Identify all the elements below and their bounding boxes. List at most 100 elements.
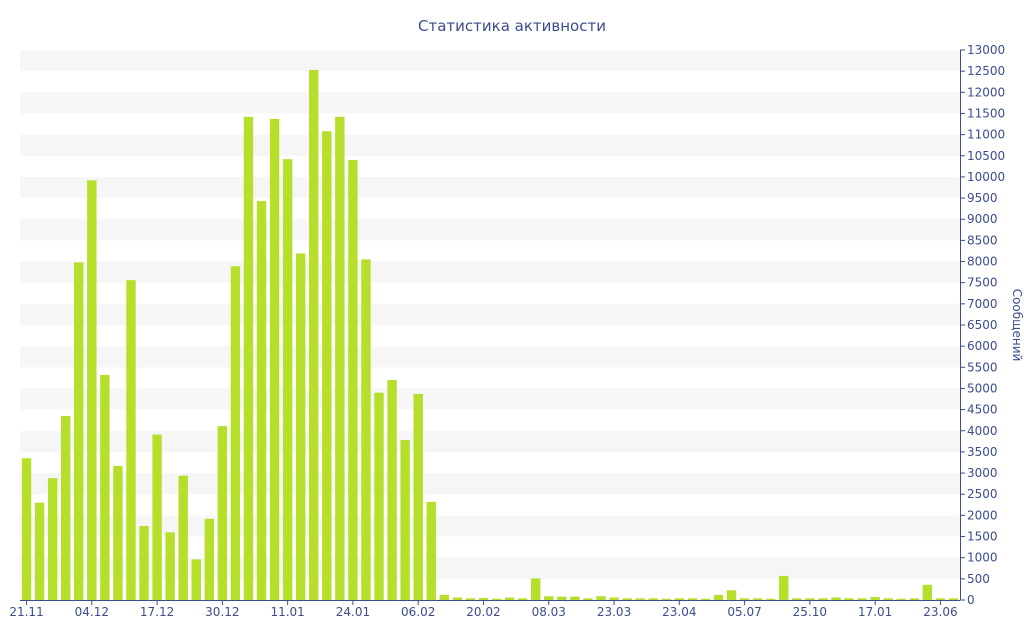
bar <box>139 525 149 600</box>
grid-band <box>20 557 960 579</box>
grid-band <box>20 578 960 600</box>
bar <box>870 597 880 600</box>
grid-band <box>20 325 960 347</box>
bar <box>413 393 423 600</box>
y-tick-label: 8000 <box>967 255 998 269</box>
grid-band <box>20 240 960 262</box>
bar <box>831 597 841 600</box>
bar <box>243 116 254 600</box>
bar <box>504 597 515 600</box>
bar <box>583 598 593 600</box>
bar <box>348 160 358 600</box>
grid-band <box>20 134 960 156</box>
bar <box>948 598 959 600</box>
grid-band <box>20 71 960 93</box>
grid-band <box>20 430 960 452</box>
bar <box>74 262 84 600</box>
bar <box>282 159 293 600</box>
x-tick-label: 04.12 <box>75 605 109 619</box>
bars <box>21 69 959 601</box>
bar <box>335 116 345 600</box>
grid-band <box>20 282 960 304</box>
bar <box>361 259 371 600</box>
grid-band <box>20 303 960 325</box>
y-tick-label: 5500 <box>967 360 998 374</box>
grid-band <box>20 92 960 114</box>
bar <box>387 380 397 600</box>
bar <box>87 180 97 600</box>
grid-band <box>20 50 960 72</box>
bar <box>544 596 554 600</box>
grid-band <box>20 473 960 495</box>
grid-band <box>20 198 960 220</box>
bar <box>113 465 123 600</box>
y-tick-label: 7500 <box>967 276 998 290</box>
bar <box>478 597 489 600</box>
y-tick-label: 2500 <box>967 487 998 501</box>
bar <box>230 266 241 600</box>
grid-band <box>20 176 960 199</box>
bar <box>726 590 737 600</box>
bar <box>439 594 450 600</box>
y-tick-label: 4500 <box>967 403 998 417</box>
y-tick-label: 1500 <box>967 530 998 544</box>
x-tick-label: 24.01 <box>336 605 370 619</box>
grid-band <box>20 409 960 431</box>
x-tick-label: 25.10 <box>793 605 827 619</box>
bar <box>60 415 71 600</box>
grid-band <box>20 155 960 177</box>
y-tick-label: 12000 <box>967 85 1005 99</box>
grid-band <box>20 346 960 368</box>
y-tick-label: 10000 <box>967 170 1005 184</box>
grid-band <box>20 219 960 241</box>
y-tick-label: 9000 <box>967 212 998 226</box>
y-axis-label: Сообщений <box>1010 289 1024 362</box>
bar <box>896 598 906 600</box>
grid-band <box>20 261 960 283</box>
bar <box>674 598 685 600</box>
grid-band <box>20 515 960 537</box>
bar <box>452 597 463 600</box>
bar <box>622 598 632 600</box>
bar <box>491 598 502 600</box>
bar <box>739 598 750 600</box>
bar <box>713 594 724 600</box>
bar <box>844 598 854 600</box>
bar <box>805 598 815 600</box>
x-tick-label: 23.04 <box>662 605 696 619</box>
y-tick-label: 3000 <box>967 466 998 480</box>
x-tick-label: 23.03 <box>597 605 631 619</box>
bar <box>609 597 619 600</box>
bar <box>935 598 946 600</box>
grid-band <box>20 388 960 410</box>
bar <box>661 598 671 600</box>
x-tick-label: 05.07 <box>727 605 761 619</box>
x-tick-label: 11.01 <box>270 605 304 619</box>
bar <box>752 598 763 600</box>
x-tick-label: 30.12 <box>205 605 239 619</box>
x-tick-label: 20.02 <box>466 605 500 619</box>
y-tick-label: 13000 <box>967 43 1005 57</box>
y-tick-label: 12500 <box>967 64 1005 78</box>
bar <box>765 598 776 600</box>
bar <box>256 201 267 601</box>
x-tick-label: 21.11 <box>9 605 43 619</box>
bar <box>530 578 541 600</box>
bar <box>883 598 893 600</box>
y-tick-label: 3500 <box>967 445 998 459</box>
bar <box>557 596 567 600</box>
bar <box>152 434 162 600</box>
bar <box>178 475 188 600</box>
bar <box>426 501 436 600</box>
grid-band <box>20 113 960 135</box>
bar <box>191 559 201 600</box>
bar <box>322 131 332 601</box>
bar <box>648 598 658 600</box>
y-tick-label: 6500 <box>967 318 998 332</box>
y-tick-label: 11500 <box>967 106 1005 120</box>
bar <box>596 596 606 600</box>
bar <box>269 118 280 601</box>
bar <box>687 598 698 600</box>
